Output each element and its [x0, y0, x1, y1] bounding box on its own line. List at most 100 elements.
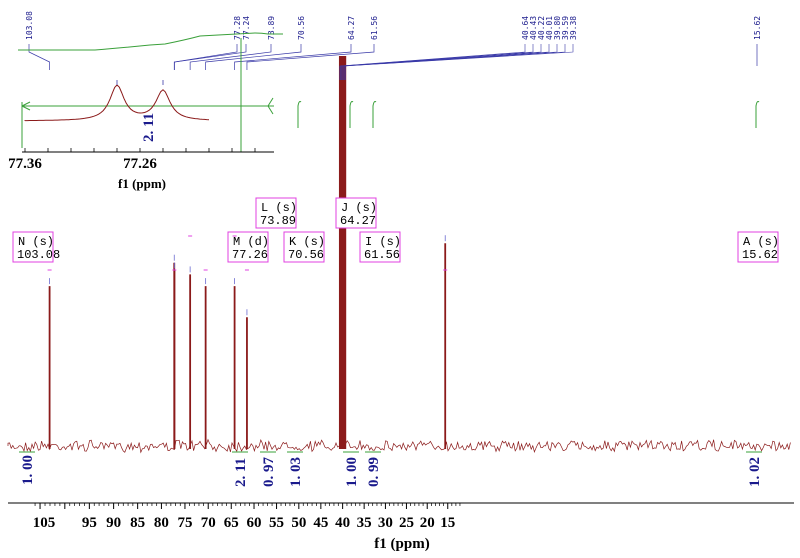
peak-label-leader — [28, 44, 50, 70]
integral-region: 1. 00 — [343, 451, 360, 487]
x-tick-label: 85 — [130, 515, 145, 531]
integral-region: 1. 03 — [287, 451, 304, 487]
peak-label: 70.56 — [297, 16, 306, 40]
x-tick-label: 35 — [357, 515, 372, 531]
peak-label: 61.56 — [370, 16, 379, 40]
peak-label: 64.27 — [347, 16, 356, 40]
multiplet-name: N (s) — [18, 235, 54, 249]
integral-value: 0. 97 — [261, 457, 277, 488]
x-tick-label: 55 — [269, 515, 284, 531]
peak-label: 39.38 — [569, 16, 578, 40]
peak-label-leader — [174, 44, 247, 70]
x-tick-label: 70 — [201, 515, 216, 531]
x-tick-label: 80 — [154, 515, 169, 531]
x-tick-label: 75 — [177, 515, 192, 531]
peak-label-leader — [345, 44, 574, 80]
multiplet-box: M (d)77.26 — [172, 231, 269, 271]
multiplet-shift: 61.56 — [364, 248, 400, 262]
x-tick-label: 95 — [82, 515, 97, 531]
integral-curve — [18, 32, 283, 51]
multiplet-box: J (s)64.27 — [232, 197, 377, 237]
peak-label: 40.01 — [545, 16, 554, 40]
peak-label-leader — [189, 44, 272, 70]
integral-curve — [297, 101, 302, 128]
peak-label: 40.64 — [521, 16, 530, 40]
peak-label-leader — [234, 44, 352, 70]
peak-label-leader — [342, 44, 550, 80]
inset-panel: 77.36 77.26 f1 (ppm) 2. 11 — [8, 38, 274, 191]
integral-region: 0. 97 — [260, 451, 277, 488]
x-tick-label: 90 — [106, 515, 121, 531]
inset-spectrum — [24, 84, 210, 122]
peak-label: 40.22 — [537, 16, 546, 40]
multiplet-box: L (s)73.89 — [188, 197, 297, 237]
peak-label: 39.80 — [553, 16, 562, 40]
x-tick-label: 50 — [291, 515, 306, 531]
x-axis-label: f1 (ppm) — [374, 536, 429, 552]
x-tick-label: 60 — [247, 515, 262, 531]
multiplet-box: N (s)103.08 — [12, 231, 60, 271]
x-tick-label: 105 — [33, 515, 56, 531]
integral-curve — [755, 101, 760, 128]
x-tick-label: 65 — [224, 515, 239, 531]
spectrum-baseline — [7, 438, 791, 454]
x-tick-label: 25 — [399, 515, 414, 531]
integral-region: 2. 11 — [232, 451, 249, 487]
multiplet-shift: 103.08 — [17, 248, 60, 262]
integral-value: 2. 11 — [233, 458, 249, 487]
multiplet-name: A (s) — [743, 235, 779, 249]
inset-tick-label: 77.26 — [123, 156, 157, 172]
integral-region: 1. 02 — [746, 451, 763, 487]
multiplet-shift: 64.27 — [340, 214, 376, 228]
multiplet-name: L (s) — [261, 201, 297, 215]
peak-label: 15.62 — [753, 16, 762, 40]
inset-integral-value: 2. 11 — [141, 113, 157, 142]
inset-arrow — [21, 101, 31, 111]
integral-value: 1. 03 — [288, 457, 304, 487]
integral-region: 1. 00 — [19, 451, 36, 485]
integral-value: 0. 99 — [366, 457, 382, 487]
x-tick-label: 45 — [313, 515, 328, 531]
x-tick-label: 20 — [420, 515, 435, 531]
integral-value: 1. 02 — [747, 457, 763, 487]
peak-label-leader — [340, 44, 534, 80]
peak-label-leader — [341, 44, 542, 80]
multiplet-box: I (s)61.56 — [244, 231, 401, 271]
multiplet-name: J (s) — [341, 201, 377, 215]
peak-label-leader — [246, 44, 375, 70]
integral-value: 1. 00 — [344, 457, 360, 487]
peak-label: 77.24 — [242, 16, 251, 40]
x-tick-label: 40 — [335, 515, 350, 531]
multiplet-frame — [12, 231, 54, 263]
multiplet-shift: 70.56 — [288, 248, 324, 262]
integral-region: 0. 99 — [365, 451, 382, 487]
multiplet-frame — [255, 197, 297, 229]
peak-label: 77.28 — [233, 16, 242, 40]
peak-label: 103.08 — [25, 11, 34, 40]
multiplet-frame — [359, 231, 401, 263]
multiplet-box: A (s)15.62 — [443, 231, 779, 271]
x-tick-label: 15 — [440, 515, 455, 531]
multiplet-shift: 77.26 — [232, 248, 268, 262]
multiplet-frame — [737, 231, 779, 263]
peak-label: 39.59 — [561, 16, 570, 40]
multiplet-frame — [283, 231, 325, 263]
peak-label-leader — [205, 44, 302, 70]
multiplet-name: K (s) — [289, 235, 325, 249]
peak-label: 40.43 — [529, 16, 538, 40]
multiplet-shift: 73.89 — [260, 214, 296, 228]
x-tick-label: 30 — [378, 515, 393, 531]
integral-value: 1. 00 — [20, 455, 36, 485]
multiplet-frame — [227, 231, 269, 263]
multiplet-shift: 15.62 — [742, 248, 778, 262]
integral-curve — [372, 101, 377, 128]
inset-arrow — [267, 97, 274, 115]
inset-axis-label: f1 (ppm) — [118, 176, 166, 191]
peak-label-leader — [339, 44, 526, 80]
inset-tick-label: 77.36 — [8, 156, 42, 172]
multiplet-frame — [335, 197, 377, 229]
integral-curve — [349, 101, 354, 128]
peak-label: 73.89 — [267, 16, 276, 40]
